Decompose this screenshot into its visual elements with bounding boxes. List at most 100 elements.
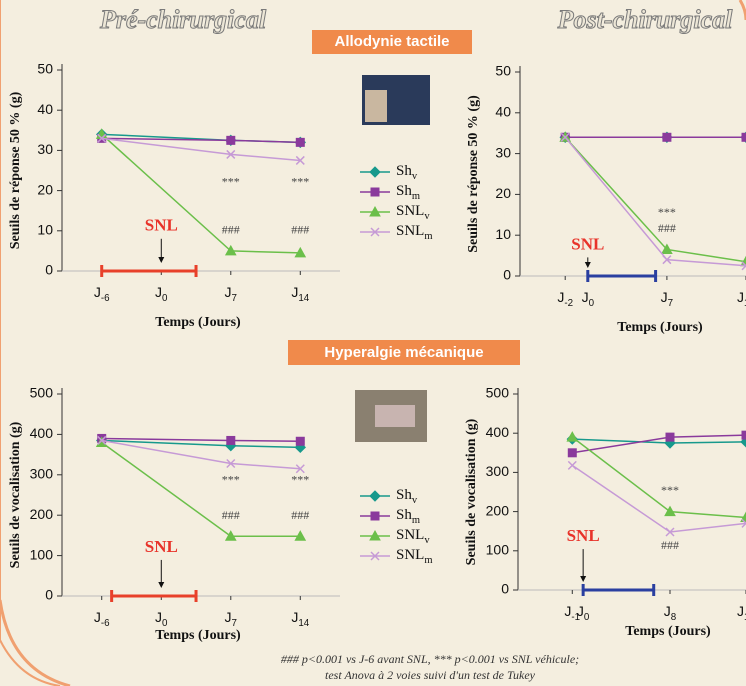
y-tick-label: 30 xyxy=(37,141,53,157)
x-tick-label: J0 xyxy=(582,289,595,309)
x-axis-label: Temps (Jours) xyxy=(155,315,241,330)
y-tick-label: 500 xyxy=(30,385,54,401)
x-tick-label: J8 xyxy=(664,603,677,623)
annotation: ### xyxy=(661,538,679,552)
marker xyxy=(370,491,380,501)
x-tick-label: J7 xyxy=(225,284,237,304)
marker xyxy=(371,512,379,520)
marker xyxy=(371,188,379,196)
x-tick-label: J14 xyxy=(291,284,309,304)
figure: Pré-chirurgical Post-chirurgical Allodyn… xyxy=(0,0,746,686)
x-axis-label: Temps (Jours) xyxy=(625,624,711,639)
y-tick-label: 0 xyxy=(501,581,509,597)
annotation: SNL xyxy=(567,526,600,545)
marker xyxy=(370,167,380,177)
footnote: ### p<0.001 vs J-6 avant SNL, *** p<0.00… xyxy=(281,652,579,666)
x-tick-label: J-6 xyxy=(94,609,110,629)
legend-label: Shm xyxy=(396,183,420,202)
legend-label: Shm xyxy=(396,507,420,526)
y-axis-label: Seuils de vocalisation (g) xyxy=(464,418,479,565)
y-tick-label: 100 xyxy=(30,546,54,562)
y-tick-label: 100 xyxy=(486,542,510,558)
marker xyxy=(568,461,576,469)
photo xyxy=(375,405,415,427)
y-tick-label: 10 xyxy=(37,222,53,238)
annotation: *** xyxy=(222,174,240,188)
y-tick-label: 400 xyxy=(486,424,510,440)
x-tick-label: J0 xyxy=(155,609,168,629)
y-tick-label: 50 xyxy=(37,61,53,77)
y-axis-label: Seuils de vocalisation (g) xyxy=(8,421,23,568)
y-tick-label: 400 xyxy=(30,425,54,441)
series-line xyxy=(102,442,301,536)
x-tick-label: J14 xyxy=(291,609,309,629)
marker xyxy=(296,138,304,146)
legend-label: SNLm xyxy=(396,223,433,242)
footnote: test Anova à 2 voies suivi d'un test de … xyxy=(325,668,536,682)
marker xyxy=(227,136,235,144)
y-tick-label: 50 xyxy=(495,63,511,79)
annotation: *** xyxy=(291,174,309,188)
marker xyxy=(663,133,671,141)
x-axis-label: Temps (Jours) xyxy=(155,628,241,643)
x-tick-label: J15 xyxy=(737,603,746,623)
x-tick-label: J14 xyxy=(737,289,746,309)
y-tick-label: 500 xyxy=(486,385,510,401)
series-line xyxy=(572,465,746,532)
annotation: *** xyxy=(661,483,679,497)
arrow-head xyxy=(158,257,164,263)
annotation: *** xyxy=(291,473,309,487)
marker xyxy=(567,432,577,441)
y-tick-label: 20 xyxy=(37,181,53,197)
period-bar xyxy=(112,590,196,602)
section-title: Hyperalgie mécanique xyxy=(324,344,483,361)
y-tick-label: 30 xyxy=(495,144,511,160)
marker xyxy=(742,133,746,141)
y-tick-label: 200 xyxy=(486,502,510,518)
y-tick-label: 40 xyxy=(37,101,53,117)
y-tick-label: 20 xyxy=(495,185,511,201)
y-axis-label: Seuils de réponse 50 % (g) xyxy=(8,91,23,249)
y-tick-label: 0 xyxy=(503,267,511,283)
y-axis-label: Seuils de réponse 50 % (g) xyxy=(466,95,481,253)
legend-label: SNLv xyxy=(396,527,430,546)
period-bar xyxy=(102,265,196,277)
annotation: SNL xyxy=(571,234,604,253)
arrow-head xyxy=(580,576,586,582)
x-tick-label: J7 xyxy=(225,609,237,629)
section-title: Allodynie tactile xyxy=(334,33,449,50)
photo xyxy=(365,90,387,122)
x-tick-label: J-6 xyxy=(94,284,110,304)
annotation: ### xyxy=(222,508,240,522)
x-axis-label: Temps (Jours) xyxy=(617,320,703,335)
annotation: ### xyxy=(291,223,309,237)
marker xyxy=(666,433,674,441)
marker xyxy=(227,436,235,444)
x-tick-label: J-2 xyxy=(557,289,573,309)
y-tick-label: 0 xyxy=(45,587,53,603)
y-tick-label: 0 xyxy=(45,262,53,278)
marker xyxy=(568,449,576,457)
arrow-head xyxy=(158,582,164,588)
y-tick-label: 10 xyxy=(495,226,511,242)
header: Post-chirurgical xyxy=(557,5,734,34)
annotation: *** xyxy=(658,205,676,219)
annotation: ### xyxy=(222,223,240,237)
marker xyxy=(296,437,304,445)
legend-label: SNLv xyxy=(396,203,430,222)
legend-label: Shv xyxy=(396,487,418,506)
period-bar xyxy=(583,584,654,596)
legend-label: SNLm xyxy=(396,547,433,566)
x-tick-label: J7 xyxy=(661,289,673,309)
y-tick-label: 300 xyxy=(30,466,54,482)
period-bar xyxy=(588,270,656,282)
y-tick-label: 300 xyxy=(486,463,510,479)
header: Pré-chirurgical xyxy=(99,5,267,34)
arrow-head xyxy=(585,262,591,268)
marker xyxy=(665,507,675,516)
annotation: ### xyxy=(291,508,309,522)
y-tick-label: 40 xyxy=(495,104,511,120)
series-line xyxy=(102,438,301,441)
x-tick-label: J0 xyxy=(155,284,168,304)
series-line xyxy=(572,435,746,453)
